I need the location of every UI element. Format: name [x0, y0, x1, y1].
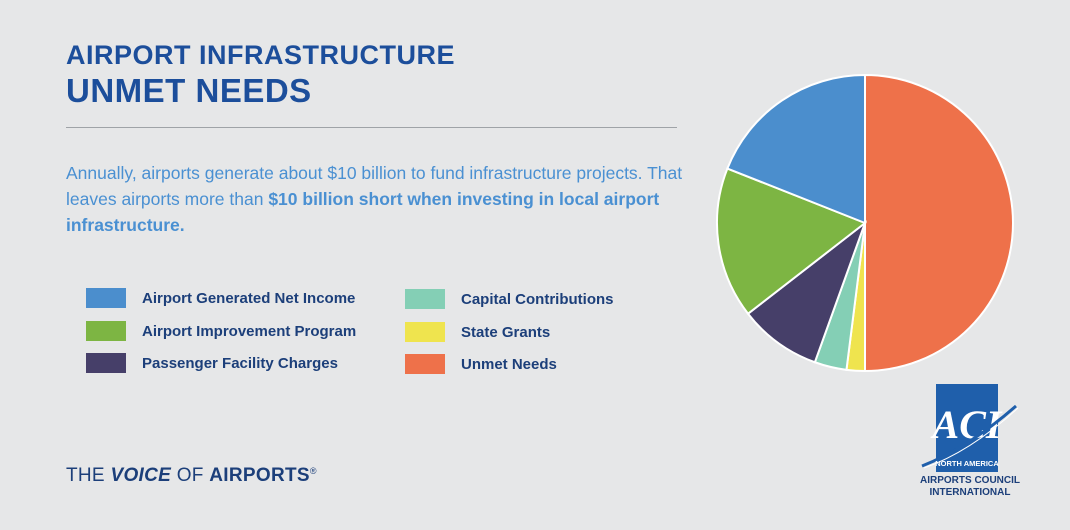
legend-swatch: [405, 289, 445, 309]
pie-chart: [716, 73, 1014, 373]
tagline-airports: AIRPORTS: [209, 465, 310, 486]
legend-swatch: [86, 353, 126, 373]
tagline: THE VOICE OF AIRPORTS®: [66, 465, 317, 487]
legend-item-capital-contributions: Capital Contributions: [405, 289, 614, 309]
logo-region: NORTH AMERICA: [935, 459, 999, 468]
description: Annually, airports generate about $10 bi…: [66, 160, 686, 238]
registered-mark: ®: [309, 466, 317, 476]
pie-slice-airport-generated-net-income: [726, 73, 866, 225]
title-line-1: AIRPORT INFRASTRUCTURE: [66, 40, 455, 70]
tagline-of: OF: [171, 465, 210, 486]
legend-label: Passenger Facility Charges: [142, 354, 338, 372]
logo-line-1: AIRPORTS COUNCIL: [920, 475, 1020, 486]
legend-swatch: [405, 322, 445, 342]
logo-line-2: INTERNATIONAL: [929, 487, 1011, 498]
legend-item-improvement-program: Airport Improvement Program: [86, 321, 356, 341]
description-emphasis: $10 billion short when investing in loca…: [66, 189, 660, 235]
tagline-the: THE: [66, 465, 111, 486]
legend-item-state-grants: State Grants: [405, 322, 550, 342]
aci-logo: ACI NORTH AMERICA: [921, 384, 1019, 472]
pie-slice-passenger-facility-charges: [746, 220, 868, 364]
legend-swatch: [405, 354, 445, 374]
divider: [66, 127, 677, 128]
legend-item-unmet-needs: Unmet Needs: [405, 354, 557, 374]
legend-item-facility-charges: Passenger Facility Charges: [86, 353, 338, 373]
legend-label: Capital Contributions: [461, 290, 614, 308]
logo-caption: AIRPORTS COUNCIL INTERNATIONAL: [920, 475, 1020, 499]
legend-label: Airport Generated Net Income: [142, 289, 356, 307]
legend-item-net-income: Airport Generated Net Income: [86, 288, 355, 308]
pie-slice-airport-improvement-program: [716, 167, 867, 316]
legend-swatch: [86, 321, 126, 341]
tagline-voice: VOICE: [110, 465, 172, 486]
title-line-2: UNMET NEEDS: [66, 72, 312, 109]
description-text: Annually, airports generate about $10 bi…: [66, 163, 683, 209]
legend-label: State Grants: [461, 323, 551, 341]
legend-label: Airport Improvement Program: [142, 322, 357, 340]
legend-label: Unmet Needs: [461, 355, 557, 373]
logo-letters: ACI: [930, 402, 1003, 447]
pie-slice-unmet-needs: [864, 73, 1014, 373]
legend-swatch: [86, 288, 126, 308]
